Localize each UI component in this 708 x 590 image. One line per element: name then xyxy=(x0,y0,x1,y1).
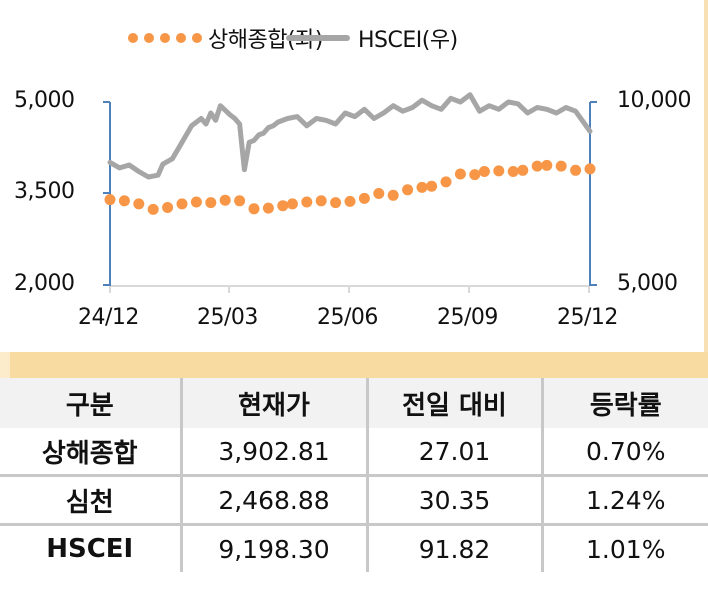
y-right-tick-top: 10,000 xyxy=(617,88,691,113)
table-row: HSCEI 9,198.30 91.82 1.01% xyxy=(0,523,708,572)
cell-price: 9,198.30 xyxy=(179,523,369,572)
x-tick-0: 24/12 xyxy=(78,305,139,330)
row-label: HSCEI xyxy=(0,523,183,572)
y-left-tick-mid: 3,500 xyxy=(14,179,75,204)
table-header-row: 구분 현재가 전일 대비 등락률 xyxy=(0,378,708,428)
header-change: 전일 대비 xyxy=(365,378,544,428)
header-change-rate: 등락률 xyxy=(540,378,708,428)
x-tick-3: 25/09 xyxy=(437,305,498,330)
legend-item-hscei: HSCEI(우) xyxy=(286,22,458,54)
dotted-line-marker-icon xyxy=(128,33,202,43)
cell-pct: 0.70% xyxy=(540,428,708,477)
chart-legend: 상해종합(좌) HSCEI(우) xyxy=(0,22,704,58)
index-quote-table: 구분 현재가 전일 대비 등락률 상해종합 3,902.81 27.01 0.7… xyxy=(0,378,708,572)
row-label: 상해종합 xyxy=(0,428,183,477)
cell-pct: 1.24% xyxy=(540,474,708,526)
separator-bar-left xyxy=(0,352,10,378)
x-tick-4: 25/12 xyxy=(557,305,618,330)
shanghai-series-dots xyxy=(104,159,596,215)
x-tick-1: 25/03 xyxy=(197,305,258,330)
x-tick-2: 25/06 xyxy=(317,305,378,330)
y-left-tick-top: 5,000 xyxy=(14,88,75,113)
table-row: 심천 2,468.88 30.35 1.24% xyxy=(0,474,708,526)
cell-change: 27.01 xyxy=(365,428,544,477)
chart-panel: 상해종합(좌) HSCEI(우) 5,000 3,500 2,000 10,00… xyxy=(0,0,708,352)
table-row: 상해종합 3,902.81 27.01 0.70% xyxy=(0,428,708,477)
y-left-tick-bottom: 2,000 xyxy=(14,271,75,296)
y-right-tick-bottom: 5,000 xyxy=(617,271,678,296)
cell-price: 3,902.81 xyxy=(179,428,369,477)
header-category: 구분 xyxy=(0,378,183,428)
legend-label-hscei: HSCEI(우) xyxy=(358,28,458,53)
y-left-axis xyxy=(103,101,111,286)
cell-change: 30.35 xyxy=(365,474,544,526)
cell-pct: 1.01% xyxy=(540,523,708,572)
row-label: 심천 xyxy=(0,474,183,526)
solid-line-marker-icon xyxy=(286,35,350,41)
header-current-price: 현재가 xyxy=(179,378,369,428)
cell-price: 2,468.88 xyxy=(179,474,369,526)
separator-bar xyxy=(10,352,708,378)
hscei-series-line xyxy=(107,92,593,180)
line-chart-plot xyxy=(103,92,597,293)
cell-change: 91.82 xyxy=(365,523,544,572)
